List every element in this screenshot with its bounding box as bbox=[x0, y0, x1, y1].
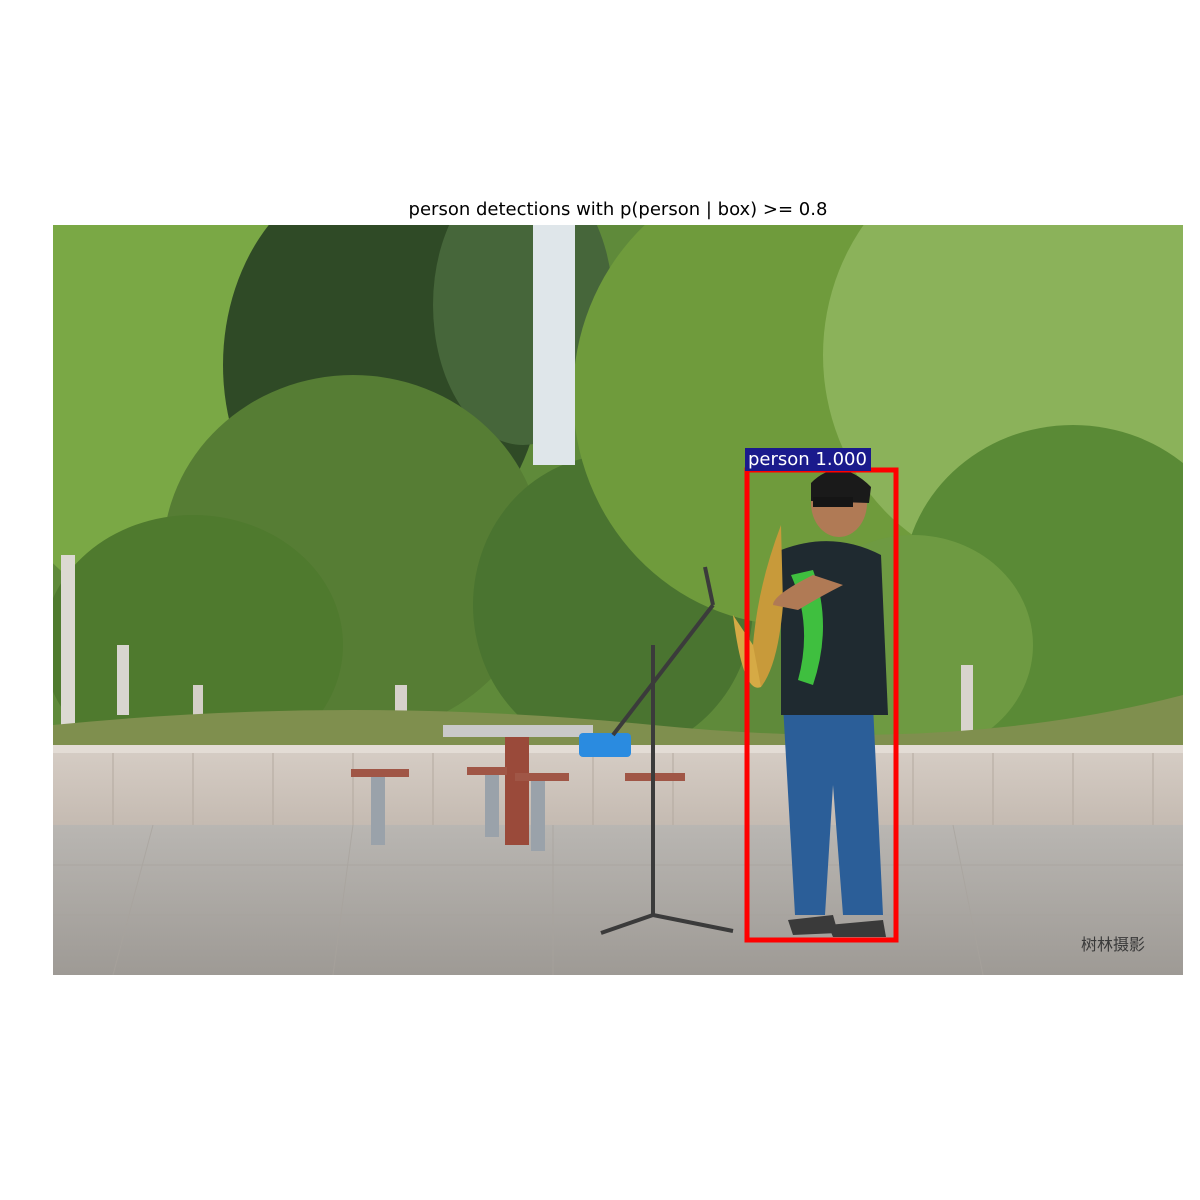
figure-title: person detections with p(person | box) >… bbox=[408, 199, 828, 220]
microphone-stand bbox=[600, 566, 734, 935]
detection-label: person 1.000 bbox=[745, 448, 871, 471]
saxophone-player bbox=[733, 469, 888, 937]
plaza-ground bbox=[53, 825, 1183, 975]
photo: person 1.000 树林摄影 bbox=[53, 225, 1183, 975]
trees bbox=[53, 225, 1183, 775]
light-pole bbox=[533, 225, 575, 465]
photo-watermark: 树林摄影 bbox=[1081, 935, 1146, 954]
stone-wall bbox=[53, 747, 1183, 827]
blue-stroller bbox=[579, 733, 631, 757]
scene-illustration bbox=[53, 225, 1183, 975]
